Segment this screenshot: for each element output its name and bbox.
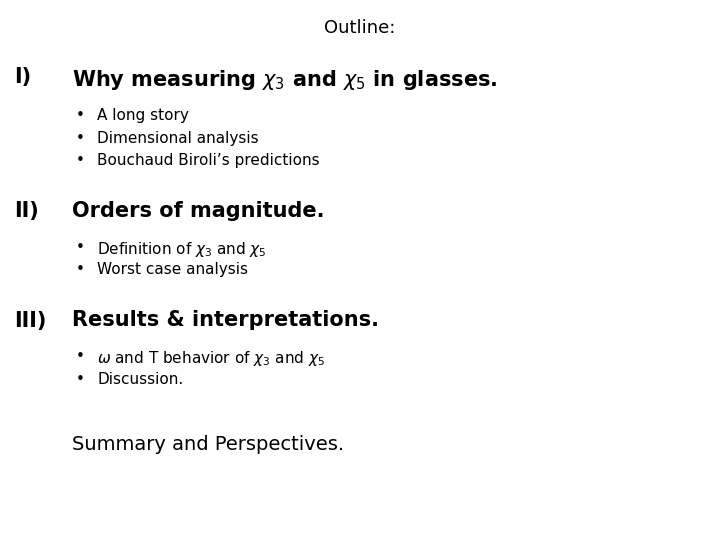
Text: •: • [76, 131, 84, 146]
Text: Definition of $\chi_3$ and $\chi_5$: Definition of $\chi_3$ and $\chi_5$ [97, 240, 267, 259]
Text: Why measuring $\chi_3$ and $\chi_5$ in glasses.: Why measuring $\chi_3$ and $\chi_5$ in g… [72, 68, 498, 91]
Text: Results & interpretations.: Results & interpretations. [72, 310, 379, 330]
Text: •: • [76, 372, 84, 387]
Text: III): III) [14, 310, 47, 330]
Text: Outline:: Outline: [324, 19, 396, 37]
Text: A long story: A long story [97, 108, 189, 123]
Text: •: • [76, 349, 84, 364]
Text: Worst case analysis: Worst case analysis [97, 262, 248, 278]
Text: I): I) [14, 68, 32, 87]
Text: Bouchaud Biroli’s predictions: Bouchaud Biroli’s predictions [97, 153, 320, 168]
Text: •: • [76, 108, 84, 123]
Text: •: • [76, 153, 84, 168]
Text: Discussion.: Discussion. [97, 372, 184, 387]
Text: •: • [76, 240, 84, 255]
Text: $\omega$ and T behavior of $\chi_3$ and $\chi_5$: $\omega$ and T behavior of $\chi_3$ and … [97, 349, 325, 368]
Text: Summary and Perspectives.: Summary and Perspectives. [72, 435, 344, 454]
Text: II): II) [14, 201, 39, 221]
Text: Dimensional analysis: Dimensional analysis [97, 131, 258, 146]
Text: Orders of magnitude.: Orders of magnitude. [72, 201, 325, 221]
Text: •: • [76, 262, 84, 278]
